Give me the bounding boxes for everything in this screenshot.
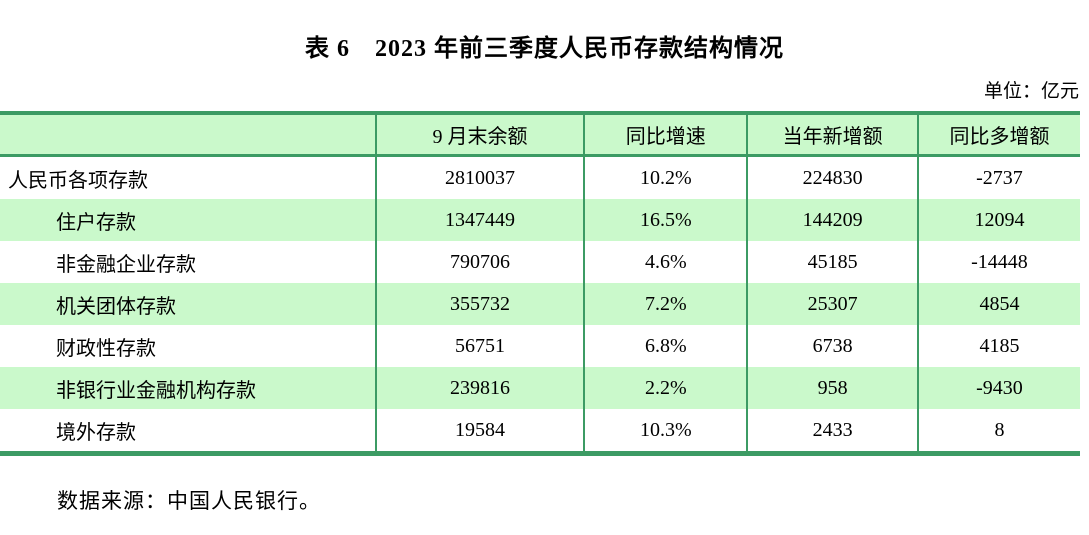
cell-value: 2.2% <box>583 367 748 409</box>
cell-value: 239816 <box>374 367 585 409</box>
row-label: 境外存款 <box>56 421 136 444</box>
cell-value: 1347449 <box>374 199 585 241</box>
cell-value: 45185 <box>746 241 918 283</box>
cell-value: -2737 <box>916 155 1080 199</box>
cell-value: 56751 <box>374 325 585 367</box>
cell-value: 16.5% <box>583 199 748 241</box>
table-row-overseas: 境外存款 19584 10.3% 2433 8 <box>0 409 1080 454</box>
column-header-yoy-growth: 同比增速 <box>583 113 748 156</box>
cell-value: 4185 <box>916 325 1080 367</box>
row-label: 人民币各项存款 <box>8 169 148 192</box>
cell-value: 355732 <box>374 283 585 325</box>
table-row-nonbank-financial: 非银行业金融机构存款 239816 2.2% 958 -9430 <box>0 367 1080 409</box>
cell-value: 10.2% <box>583 155 748 199</box>
data-source-note: 数据来源：中国人民银行。 <box>57 489 321 513</box>
table-row-government-org: 机关团体存款 355732 7.2% 25307 4854 <box>0 283 1080 325</box>
column-header-september-balance: 9 月末余额 <box>374 113 585 156</box>
row-label: 住户存款 <box>56 211 136 234</box>
row-label: 机关团体存款 <box>56 295 176 318</box>
cell-value: 958 <box>746 367 918 409</box>
table-row-rmb-total: 人民币各项存款 2810037 10.2% 224830 -2737 <box>0 155 1080 199</box>
row-label: 非金融企业存款 <box>56 253 196 276</box>
cell-value: 4.6% <box>583 241 748 283</box>
unit-label: 单位：亿元 <box>983 81 1079 102</box>
cell-value: 8 <box>916 409 1080 454</box>
table-row-household: 住户存款 1347449 16.5% 144209 12094 <box>0 199 1080 241</box>
cell-value: 6.8% <box>583 325 748 367</box>
header-row: 9 月末余额 同比增速 当年新增额 同比多增额 <box>0 113 1080 156</box>
cell-value: 7.2% <box>583 283 748 325</box>
table-title: 表 6 2023 年前三季度人民币存款结构情况 <box>305 36 784 62</box>
cell-value: 12094 <box>916 199 1080 241</box>
cell-value: 144209 <box>746 199 918 241</box>
column-header-blank <box>0 113 376 156</box>
column-header-yoy-extra-increase: 同比多增额 <box>916 113 1080 156</box>
column-header-new-increase: 当年新增额 <box>746 113 918 156</box>
cell-value: 790706 <box>374 241 585 283</box>
cell-value: -9430 <box>916 367 1080 409</box>
cell-value: 10.3% <box>583 409 748 454</box>
table-row-fiscal: 财政性存款 56751 6.8% 6738 4185 <box>0 325 1080 367</box>
cell-value: 2810037 <box>374 155 585 199</box>
row-label: 非银行业金融机构存款 <box>56 379 256 402</box>
row-label: 财政性存款 <box>56 337 156 360</box>
table-row-nonfinancial-corp: 非金融企业存款 790706 4.6% 45185 -14448 <box>0 241 1080 283</box>
cell-value: 6738 <box>746 325 918 367</box>
cell-value: 25307 <box>746 283 918 325</box>
cell-value: -14448 <box>916 241 1080 283</box>
cell-value: 2433 <box>746 409 918 454</box>
cell-value: 4854 <box>916 283 1080 325</box>
cell-value: 19584 <box>374 409 585 454</box>
deposit-structure-table: 9 月末余额 同比增速 当年新增额 同比多增额 人民币各项存款 2810037 … <box>0 111 1080 456</box>
cell-value: 224830 <box>746 155 918 199</box>
